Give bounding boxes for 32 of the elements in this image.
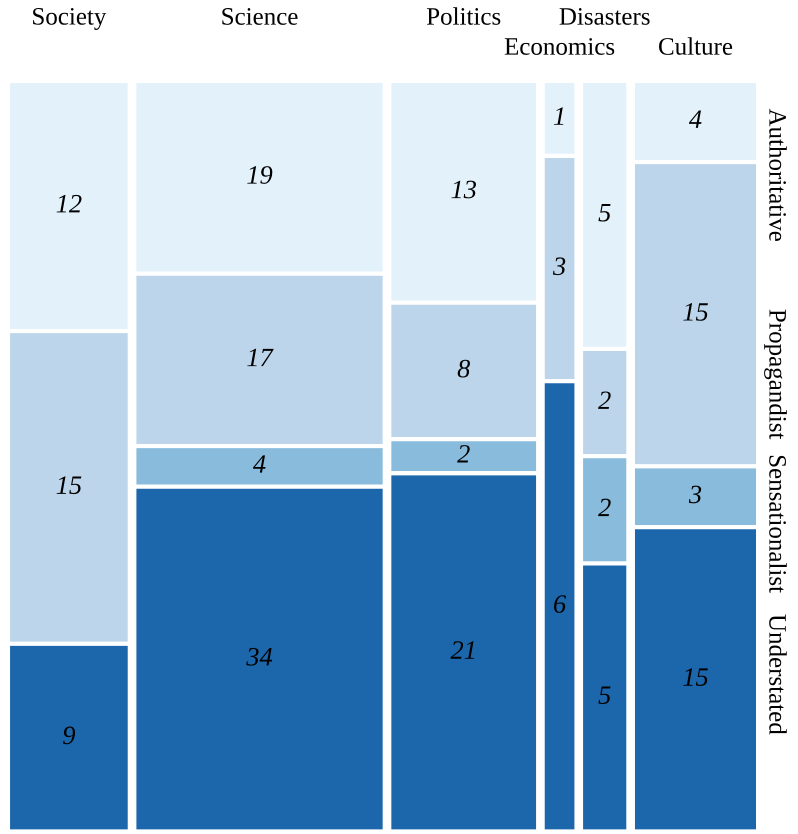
text: Sensationalist [769,456,787,593]
text: Understated [769,614,787,734]
category-label: Economics [504,38,614,55]
data-label: 2 [457,445,470,463]
data-label: 34 [246,648,272,666]
data-label: 9 [63,726,76,744]
data-label: 1 [554,107,564,125]
data-label: 13 [451,180,476,198]
data-label: 19 [247,166,272,184]
data-label: 15 [683,303,708,321]
data-label: 4 [688,110,702,128]
data-label: 5 [598,686,610,704]
data-label: 21 [450,641,474,659]
data-label: 4 [253,455,266,473]
category-label: Disasters [560,8,650,25]
data-label: 8 [458,360,470,378]
category-label: Culture [659,37,732,55]
category-label: Politics [426,7,500,25]
text: Authoritative [769,108,787,241]
data-label: 15 [683,668,708,686]
data-label: 6 [554,595,566,613]
data-label: 2 [598,391,611,409]
category-label: Society [33,8,106,30]
text: Propagandist [764,310,787,440]
data-label: 2 [598,498,611,516]
data-label: 3 [688,486,702,504]
data-label: 3 [552,257,566,276]
data-label: 12 [56,194,82,212]
data-label: 17 [247,348,274,366]
data-label: 5 [598,204,610,222]
data-label: 15 [56,476,82,494]
category-label: Science [222,8,298,25]
